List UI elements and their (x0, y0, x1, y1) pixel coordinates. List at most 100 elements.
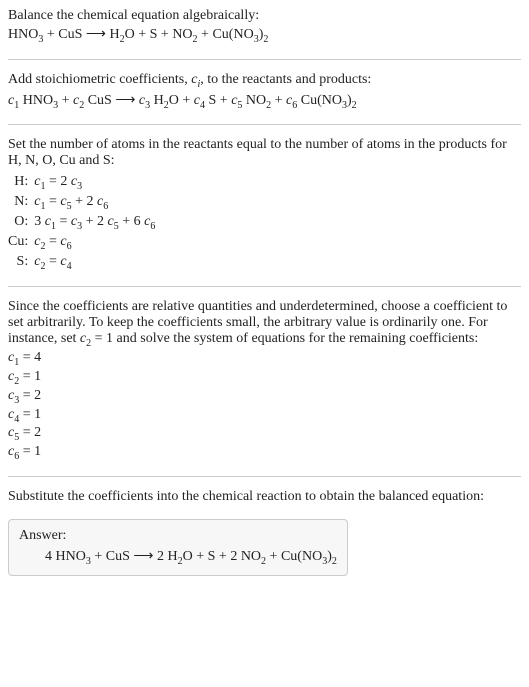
coefficients-list: c1 = 4 c2 = 1 c3 = 2 c4 = 1 c5 = 2 c6 = … (8, 350, 521, 462)
atom-row-h: H: c1 = 2 c3 (8, 173, 161, 193)
text: + 6 (119, 214, 144, 229)
sub: 6 (67, 241, 72, 252)
atom-row-n: N: c1 = c5 + 2 c6 (8, 193, 161, 213)
coef-row: c3 = 2 (8, 388, 521, 406)
atom-eq: c2 = c4 (34, 253, 161, 273)
species: 4 HNO (45, 549, 86, 564)
species: Cu(NO (281, 549, 322, 564)
element-label: Cu: (8, 233, 34, 253)
atom-eq: c1 = 2 c3 (34, 173, 161, 193)
divider (8, 286, 521, 287)
text: 3 (34, 214, 45, 229)
coef-row: c6 = 1 (8, 444, 521, 462)
op-plus: + (91, 549, 106, 564)
op-arrow: ⟶ (112, 93, 139, 108)
sub: 6 (150, 221, 155, 232)
op-plus: + (193, 549, 208, 564)
species-cus: CuS (58, 27, 82, 42)
answer-equation: 4 HNO3 + CuS ⟶ 2 H2O + S + 2 NO2 + Cu(NO… (19, 548, 337, 567)
species: CuS (84, 93, 112, 108)
sub: 2 (352, 99, 357, 110)
op-plus: + (216, 93, 231, 108)
element-label: N: (8, 193, 34, 213)
species: HNO (19, 93, 53, 108)
divider (8, 476, 521, 477)
text: + 2 (82, 214, 107, 229)
text: = 1 and solve the system of equations fo… (91, 331, 478, 346)
text: = (56, 214, 71, 229)
text: = (45, 254, 60, 269)
val: = 1 (19, 369, 41, 384)
element-label: H: (8, 173, 34, 193)
sub: 6 (103, 201, 108, 212)
species-cuno3-a: Cu(NO (212, 27, 253, 42)
step4-section: Since the coefficients are relative quan… (8, 299, 521, 462)
element-label: O: (8, 213, 34, 233)
val: = 2 (19, 425, 41, 440)
species: O (183, 549, 193, 564)
sub: 2 (263, 34, 268, 45)
step2-equation: c1 HNO3 + c2 CuS ⟶ c3 H2O + c4 S + c5 NO… (8, 92, 521, 111)
coef-row: c4 = 1 (8, 407, 521, 425)
text: + 2 (72, 194, 97, 209)
step3-section: Set the number of atoms in the reactants… (8, 137, 521, 272)
coef-row: c2 = 1 (8, 369, 521, 387)
step2-section: Add stoichiometric coefficients, ci, to … (8, 72, 521, 111)
op-plus: + (179, 93, 194, 108)
op-plus: + (271, 93, 286, 108)
atoms-table: H: c1 = 2 c3 N: c1 = c5 + 2 c6 O: 3 c1 =… (8, 173, 161, 272)
species-hno3: HNO (8, 27, 38, 42)
op-plus: + (135, 27, 150, 42)
text: = (45, 194, 60, 209)
step4-text: Since the coefficients are relative quan… (8, 299, 521, 349)
sub: 2 (332, 556, 337, 567)
species-no2: NO (172, 27, 192, 42)
atom-eq: c2 = c6 (34, 233, 161, 253)
op-plus: + (58, 93, 73, 108)
val: = 1 (19, 444, 41, 459)
species: S (205, 93, 216, 108)
species: H (150, 93, 164, 108)
intro-equation: HNO3 + CuS ⟶ H2O + S + NO2 + Cu(NO3)2 (8, 26, 521, 45)
species: Cu(NO (297, 93, 342, 108)
op-plus: + (215, 549, 230, 564)
step5-text: Substitute the coefficients into the che… (8, 489, 521, 505)
text: Add stoichiometric coefficients, (8, 72, 191, 87)
step3-text: Set the number of atoms in the reactants… (8, 137, 521, 169)
answer-header: Answer: (19, 528, 337, 544)
atom-eq: 3 c1 = c3 + 2 c5 + 6 c6 (34, 213, 161, 233)
coef-row: c5 = 2 (8, 425, 521, 443)
intro-section: Balance the chemical equation algebraica… (8, 8, 521, 45)
text: = (45, 234, 60, 249)
divider (8, 59, 521, 60)
species: NO (242, 93, 266, 108)
sub: 4 (67, 260, 72, 271)
species: 2 NO (230, 549, 261, 564)
op-arrow: ⟶ (82, 27, 109, 42)
element-label: S: (8, 253, 34, 273)
coef-row: c1 = 4 (8, 350, 521, 368)
atom-eq: c1 = c5 + 2 c6 (34, 193, 161, 213)
atom-row-s: S: c2 = c4 (8, 253, 161, 273)
atom-row-cu: Cu: c2 = c6 (8, 233, 161, 253)
step2-text: Add stoichiometric coefficients, ci, to … (8, 72, 521, 90)
species: 2 H (157, 549, 178, 564)
op-plus: + (157, 27, 172, 42)
val: = 2 (19, 388, 41, 403)
text: = 2 (45, 174, 70, 189)
species-h2o-b: O (125, 27, 135, 42)
op-plus: + (266, 549, 281, 564)
intro-text: Balance the chemical equation algebraica… (8, 8, 521, 24)
divider (8, 124, 521, 125)
step5-section: Substitute the coefficients into the che… (8, 489, 521, 505)
op-plus: + (43, 27, 58, 42)
species: CuS (106, 549, 130, 564)
species-h2o-a: H (109, 27, 119, 42)
op-plus: + (198, 27, 213, 42)
atom-row-o: O: 3 c1 = c3 + 2 c5 + 6 c6 (8, 213, 161, 233)
sub: 3 (77, 181, 82, 192)
answer-box: Answer: 4 HNO3 + CuS ⟶ 2 H2O + S + 2 NO2… (8, 519, 348, 576)
val: = 4 (19, 350, 41, 365)
val: = 1 (19, 407, 41, 422)
op-arrow: ⟶ (130, 549, 157, 564)
